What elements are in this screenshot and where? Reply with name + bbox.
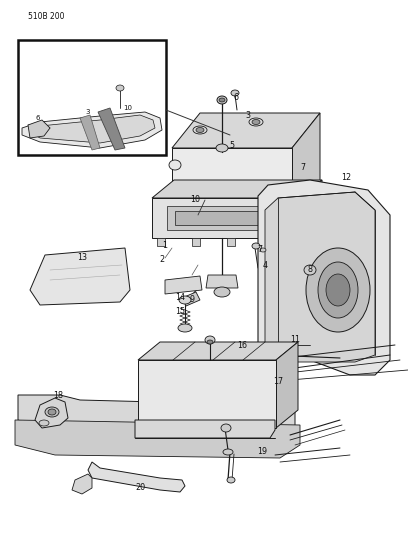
Polygon shape: [80, 115, 100, 150]
Polygon shape: [22, 112, 162, 148]
Polygon shape: [175, 211, 277, 225]
Polygon shape: [15, 420, 300, 458]
Text: 17: 17: [273, 377, 283, 386]
Ellipse shape: [219, 98, 225, 102]
Text: 7: 7: [300, 164, 306, 173]
Ellipse shape: [179, 296, 191, 304]
Ellipse shape: [260, 248, 266, 252]
Ellipse shape: [304, 265, 316, 275]
Text: 2: 2: [160, 255, 164, 264]
Text: 1: 1: [162, 240, 168, 249]
Polygon shape: [276, 342, 298, 428]
Ellipse shape: [169, 160, 181, 170]
Polygon shape: [287, 238, 295, 246]
Polygon shape: [300, 180, 322, 238]
Text: 14: 14: [175, 294, 185, 303]
Ellipse shape: [306, 248, 370, 332]
Ellipse shape: [193, 126, 207, 134]
Polygon shape: [157, 238, 165, 246]
Text: 6: 6: [233, 93, 239, 101]
Ellipse shape: [116, 85, 124, 91]
Polygon shape: [192, 238, 200, 246]
Polygon shape: [262, 238, 270, 246]
Polygon shape: [30, 248, 130, 305]
Ellipse shape: [326, 274, 350, 306]
Polygon shape: [167, 206, 285, 230]
Ellipse shape: [221, 424, 231, 432]
Bar: [138, 360, 276, 428]
Text: 12: 12: [341, 174, 351, 182]
Polygon shape: [18, 395, 295, 448]
Polygon shape: [258, 180, 390, 375]
Text: 10: 10: [190, 196, 200, 205]
Text: 16: 16: [237, 341, 247, 350]
Ellipse shape: [205, 336, 215, 344]
Polygon shape: [88, 462, 185, 492]
Ellipse shape: [196, 127, 204, 133]
Text: 7: 7: [257, 246, 263, 254]
Text: 18: 18: [53, 391, 63, 400]
Ellipse shape: [318, 262, 358, 318]
Ellipse shape: [217, 96, 227, 104]
Text: 8: 8: [308, 265, 313, 274]
Text: 3: 3: [86, 109, 90, 115]
Text: 9: 9: [189, 295, 195, 304]
Polygon shape: [227, 238, 235, 246]
Ellipse shape: [216, 144, 228, 152]
Text: 20: 20: [135, 483, 145, 492]
Ellipse shape: [231, 90, 239, 96]
Ellipse shape: [252, 243, 260, 249]
Polygon shape: [206, 275, 238, 288]
Polygon shape: [182, 292, 200, 306]
Ellipse shape: [227, 477, 235, 483]
Text: 3: 3: [246, 110, 251, 119]
Polygon shape: [35, 398, 68, 428]
Ellipse shape: [207, 340, 213, 344]
Ellipse shape: [223, 449, 233, 455]
Polygon shape: [172, 148, 292, 218]
Text: 510B 200: 510B 200: [28, 12, 64, 21]
Text: 10: 10: [124, 105, 133, 111]
Ellipse shape: [249, 118, 263, 126]
Bar: [152, 198, 300, 238]
Text: 4: 4: [262, 261, 268, 270]
Ellipse shape: [178, 324, 192, 332]
Polygon shape: [172, 113, 320, 148]
Polygon shape: [265, 192, 375, 362]
Polygon shape: [98, 108, 125, 150]
Ellipse shape: [214, 287, 230, 297]
Text: 13: 13: [77, 254, 87, 262]
Polygon shape: [72, 474, 92, 494]
Polygon shape: [28, 120, 50, 138]
Ellipse shape: [45, 407, 59, 417]
Text: 6: 6: [36, 115, 40, 121]
Ellipse shape: [252, 119, 260, 125]
Text: 19: 19: [257, 448, 267, 456]
Text: 15: 15: [175, 308, 185, 317]
Polygon shape: [152, 180, 322, 198]
Ellipse shape: [48, 409, 56, 415]
Polygon shape: [165, 276, 202, 294]
Polygon shape: [30, 115, 155, 143]
Ellipse shape: [39, 420, 49, 426]
Text: 11: 11: [290, 335, 300, 344]
Polygon shape: [138, 342, 298, 360]
Bar: [18, 40, 166, 155]
Polygon shape: [292, 113, 320, 218]
Polygon shape: [135, 420, 275, 438]
Text: 5: 5: [229, 141, 235, 149]
